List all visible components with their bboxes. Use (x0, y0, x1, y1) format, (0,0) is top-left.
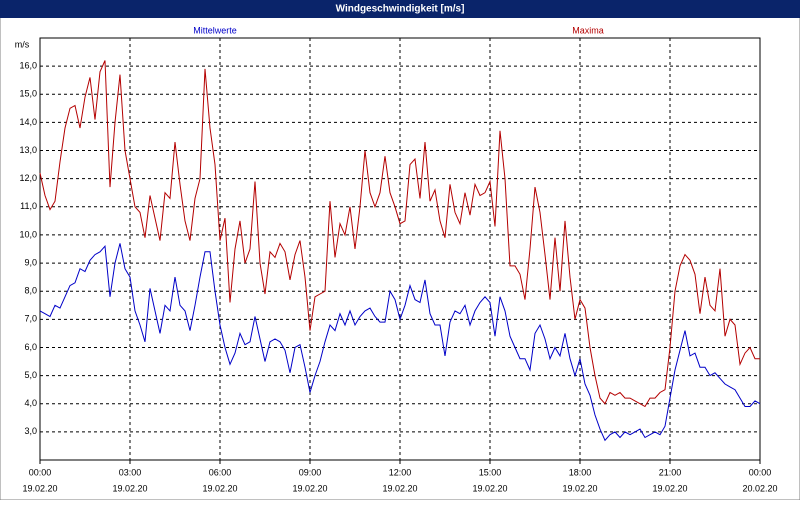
x-tick-date: 19.02.20 (22, 483, 57, 493)
legend-label: Mittelwerte (193, 25, 237, 35)
x-tick-date: 19.02.20 (112, 483, 147, 493)
y-unit: m/s (15, 39, 30, 49)
x-tick-date: 19.02.20 (652, 483, 687, 493)
y-tick-label: 7,0 (24, 314, 37, 324)
x-tick-label: 03:00 (119, 467, 142, 477)
y-tick-label: 16,0 (19, 61, 37, 71)
y-tick-label: 15,0 (19, 89, 37, 99)
x-tick-label: 06:00 (209, 467, 232, 477)
x-tick-date: 19.02.20 (562, 483, 597, 493)
y-tick-label: 13,0 (19, 145, 37, 155)
x-tick-date: 19.02.20 (382, 483, 417, 493)
title-bar (0, 0, 800, 18)
legend-label: Maxima (572, 25, 604, 35)
y-tick-label: 6,0 (24, 342, 37, 352)
y-tick-label: 10,0 (19, 229, 37, 239)
x-tick-date: 19.02.20 (292, 483, 327, 493)
y-tick-label: 14,0 (19, 117, 37, 127)
series-line (39, 243, 761, 442)
series-line (39, 60, 760, 408)
x-tick-label: 09:00 (299, 467, 322, 477)
x-tick-label: 21:00 (659, 467, 682, 477)
x-tick-date: 19.02.20 (202, 483, 237, 493)
x-tick-label: 15:00 (479, 467, 502, 477)
y-tick-label: 8,0 (24, 286, 37, 296)
y-tick-label: 11,0 (20, 201, 37, 211)
x-tick-label: 00:00 (29, 467, 52, 477)
y-tick-label: 12,0 (19, 173, 37, 183)
x-tick-label: 00:00 (749, 467, 772, 477)
chart-title: Windgeschwindigkeit [m/s] (336, 4, 465, 15)
y-tick-label: 5,0 (24, 370, 37, 380)
y-tick-label: 4,0 (24, 398, 37, 408)
y-tick-label: 3,0 (24, 426, 37, 436)
x-tick-label: 12:00 (389, 467, 412, 477)
x-tick-date: 19.02.20 (472, 483, 507, 493)
x-tick-label: 18:00 (569, 467, 592, 477)
x-tick-date: 20.02.20 (742, 483, 777, 493)
y-tick-label: 9,0 (24, 257, 37, 267)
